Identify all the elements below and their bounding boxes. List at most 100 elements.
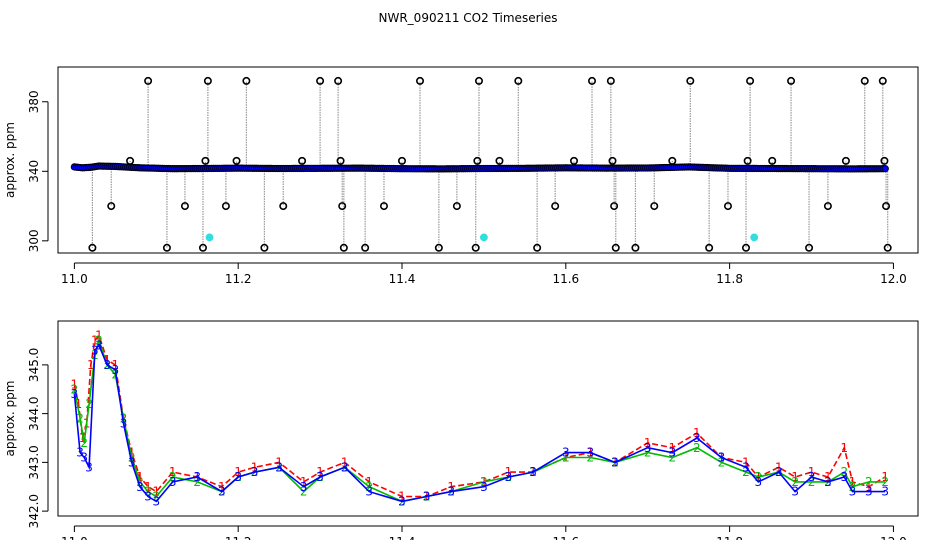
series-marker-2: 2 — [480, 475, 488, 489]
series-marker-1: 1 — [275, 455, 283, 469]
series-marker-3: 3 — [718, 451, 726, 465]
outlier-point — [107, 202, 116, 211]
series-marker-3: 3 — [85, 460, 93, 474]
series-marker-3: 3 — [529, 465, 537, 479]
series-marker-1: 1 — [87, 358, 95, 372]
outlier-point — [232, 156, 241, 165]
plot-frame — [57, 320, 919, 517]
series-marker-3: 3 — [808, 470, 816, 484]
series-marker-1: 1 — [234, 465, 242, 479]
series-marker-2: 2 — [85, 397, 93, 411]
flagged-point — [480, 233, 488, 242]
series-marker-3: 3 — [275, 460, 283, 474]
x-tick-label: 11.2 — [225, 535, 252, 540]
series-marker-2: 2 — [587, 451, 595, 465]
x-tick-label: 11.4 — [389, 272, 416, 286]
y-tick-label: 340 — [27, 160, 41, 183]
outlier-point — [379, 202, 388, 211]
outlier-point — [650, 202, 659, 211]
outlier-point — [416, 76, 425, 85]
series-marker-2: 2 — [128, 451, 136, 465]
series-marker-3: 3 — [169, 475, 177, 489]
series-line-1 — [73, 333, 886, 498]
outlier-point — [668, 156, 677, 165]
series-marker-2: 2 — [849, 480, 857, 494]
series-marker-3: 3 — [644, 441, 652, 455]
outlier-point — [514, 76, 523, 85]
series-marker-1: 1 — [693, 426, 701, 440]
outlier-point — [610, 202, 619, 211]
outlier-point — [203, 76, 212, 85]
series-marker-3: 3 — [95, 338, 103, 352]
series-marker-1: 1 — [169, 465, 177, 479]
series-marker-2: 2 — [644, 446, 652, 460]
series-marker-1: 1 — [742, 455, 750, 469]
outlier-point — [551, 202, 560, 211]
series-marker-3: 3 — [193, 470, 201, 484]
y-tick-label: 342.0 — [27, 494, 41, 528]
outlier-point — [705, 243, 714, 252]
x-tick-label: 12.0 — [880, 535, 907, 540]
plot-frame — [57, 66, 919, 254]
series-marker-3: 3 — [341, 460, 349, 474]
series-marker-1: 1 — [316, 465, 324, 479]
outlier-point — [823, 202, 832, 211]
outlier-point — [611, 243, 620, 252]
series-marker-3: 3 — [849, 485, 857, 499]
series-marker-1: 1 — [505, 465, 513, 479]
series-marker-3: 3 — [881, 485, 889, 499]
x-tick-label: 11.6 — [552, 535, 579, 540]
outlier-point — [880, 156, 889, 165]
series-marker-2: 2 — [742, 465, 750, 479]
series-marker-1: 1 — [71, 377, 79, 391]
series-marker-3: 3 — [587, 446, 595, 460]
outlier-point — [883, 243, 892, 252]
series-marker-3: 3 — [775, 465, 783, 479]
series-marker-3: 3 — [316, 470, 324, 484]
outlier-point — [608, 156, 617, 165]
outlier-point — [768, 156, 777, 165]
x-tick-label: 11.0 — [61, 535, 88, 540]
x-tick-label: 11.0 — [61, 272, 88, 286]
series-marker-1: 1 — [341, 455, 349, 469]
outlier-point — [162, 243, 171, 252]
outlier-point — [180, 202, 189, 211]
outlier-point — [588, 76, 597, 85]
outlier-point — [471, 243, 480, 252]
y-tick-label: 344.0 — [27, 396, 41, 430]
outlier-point — [201, 156, 210, 165]
x-tick-label: 11.2 — [225, 272, 252, 286]
series-marker-2: 2 — [300, 485, 308, 499]
outlier-point — [144, 76, 153, 85]
outlier-point — [242, 76, 251, 85]
x-tick-label: 11.6 — [552, 272, 579, 286]
series-marker-1: 1 — [824, 470, 832, 484]
series-marker-3: 3 — [76, 446, 84, 460]
series-marker-1: 1 — [668, 441, 676, 455]
series-marker-3: 3 — [136, 480, 144, 494]
series-marker-2: 2 — [718, 455, 726, 469]
outlier-point — [606, 76, 615, 85]
outlier-point — [495, 156, 504, 165]
series-marker-1: 1 — [112, 358, 120, 372]
series-marker-1: 1 — [881, 470, 889, 484]
y-axis-label: approx. ppm — [3, 122, 17, 198]
outlier-point — [841, 156, 850, 165]
series-marker-2: 2 — [136, 475, 144, 489]
series-marker-1: 1 — [218, 480, 226, 494]
series-marker-1: 1 — [365, 475, 373, 489]
outlier-point — [338, 202, 347, 211]
series-marker-2: 2 — [865, 475, 873, 489]
outlier-point — [260, 243, 269, 252]
outlier-point — [334, 76, 343, 85]
x-tick-label: 11.4 — [389, 535, 416, 540]
series-marker-3: 3 — [480, 480, 488, 494]
series-marker-1: 1 — [840, 441, 848, 455]
series-marker-2: 2 — [144, 485, 152, 499]
outlier-point — [787, 76, 796, 85]
series-marker-3: 3 — [562, 446, 570, 460]
outlier-point — [474, 76, 483, 85]
outlier-point — [569, 156, 578, 165]
series-marker-3: 3 — [840, 470, 848, 484]
